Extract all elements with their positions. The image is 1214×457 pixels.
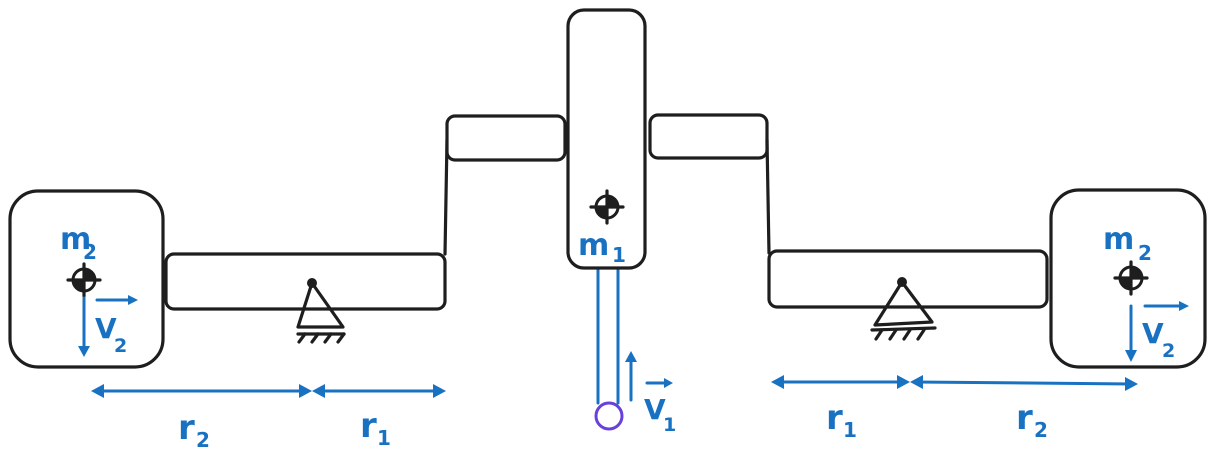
right-r2-symbol: r [1016, 398, 1033, 438]
right-velocity-subscript: 2 [1162, 340, 1175, 362]
left-r2-symbol: r [178, 408, 195, 448]
right-lever-bar [767, 249, 1049, 309]
right-mass-subscript: 2 [1138, 241, 1152, 265]
right-mass-symbol: m [1103, 222, 1134, 257]
center-mass-subscript: 1 [612, 243, 626, 267]
center-rod [596, 268, 620, 405]
left-r2-subscript: 2 [196, 428, 210, 452]
left-r1-symbol: r [360, 406, 377, 446]
center-center-of-mass-icon [589, 189, 625, 225]
right-dimension-r2: r 2 [910, 375, 1138, 442]
right-r2-subscript: 2 [1034, 418, 1048, 442]
center-mass-label: m 1 [578, 228, 626, 267]
left-mass-label: m 2 [60, 222, 97, 264]
left-pivot-support-icon [296, 278, 346, 344]
right-vertical-link [765, 138, 771, 255]
circle-marker-icon [594, 401, 624, 431]
left-center-of-mass-icon [66, 262, 102, 298]
left-dimension-r2: r 2 [91, 384, 312, 452]
right-velocity-symbol: V [1142, 317, 1164, 350]
left-mass-subscript: 2 [83, 240, 97, 264]
left-dimension-r1: r 1 [312, 384, 446, 450]
right-upper-link [648, 113, 769, 160]
left-velocity-arrow: V 2 [78, 295, 138, 357]
center-velocity-arrow: V 1 [625, 351, 676, 436]
left-vertical-link [443, 138, 449, 256]
right-center-of-mass-icon [1113, 260, 1149, 296]
left-r1-subscript: 1 [377, 426, 391, 450]
right-velocity-arrow: V 2 [1125, 301, 1189, 362]
center-velocity-subscript: 1 [663, 414, 676, 436]
right-mass-label: m 2 [1103, 222, 1152, 265]
right-pivot-support-icon [870, 277, 937, 341]
left-lever-bar [164, 252, 447, 311]
right-r1-subscript: 1 [843, 418, 857, 442]
right-r1-symbol: r [826, 398, 843, 438]
left-velocity-symbol: V [95, 312, 117, 345]
left-velocity-subscript: 2 [114, 335, 127, 357]
right-dimension-r1: r 1 [771, 375, 910, 442]
left-upper-link [445, 114, 567, 162]
left-mass-symbol: m [60, 222, 91, 257]
center-mass-block [566, 8, 647, 270]
center-mass-symbol: m [578, 228, 609, 263]
center-velocity-symbol: V [644, 393, 666, 426]
